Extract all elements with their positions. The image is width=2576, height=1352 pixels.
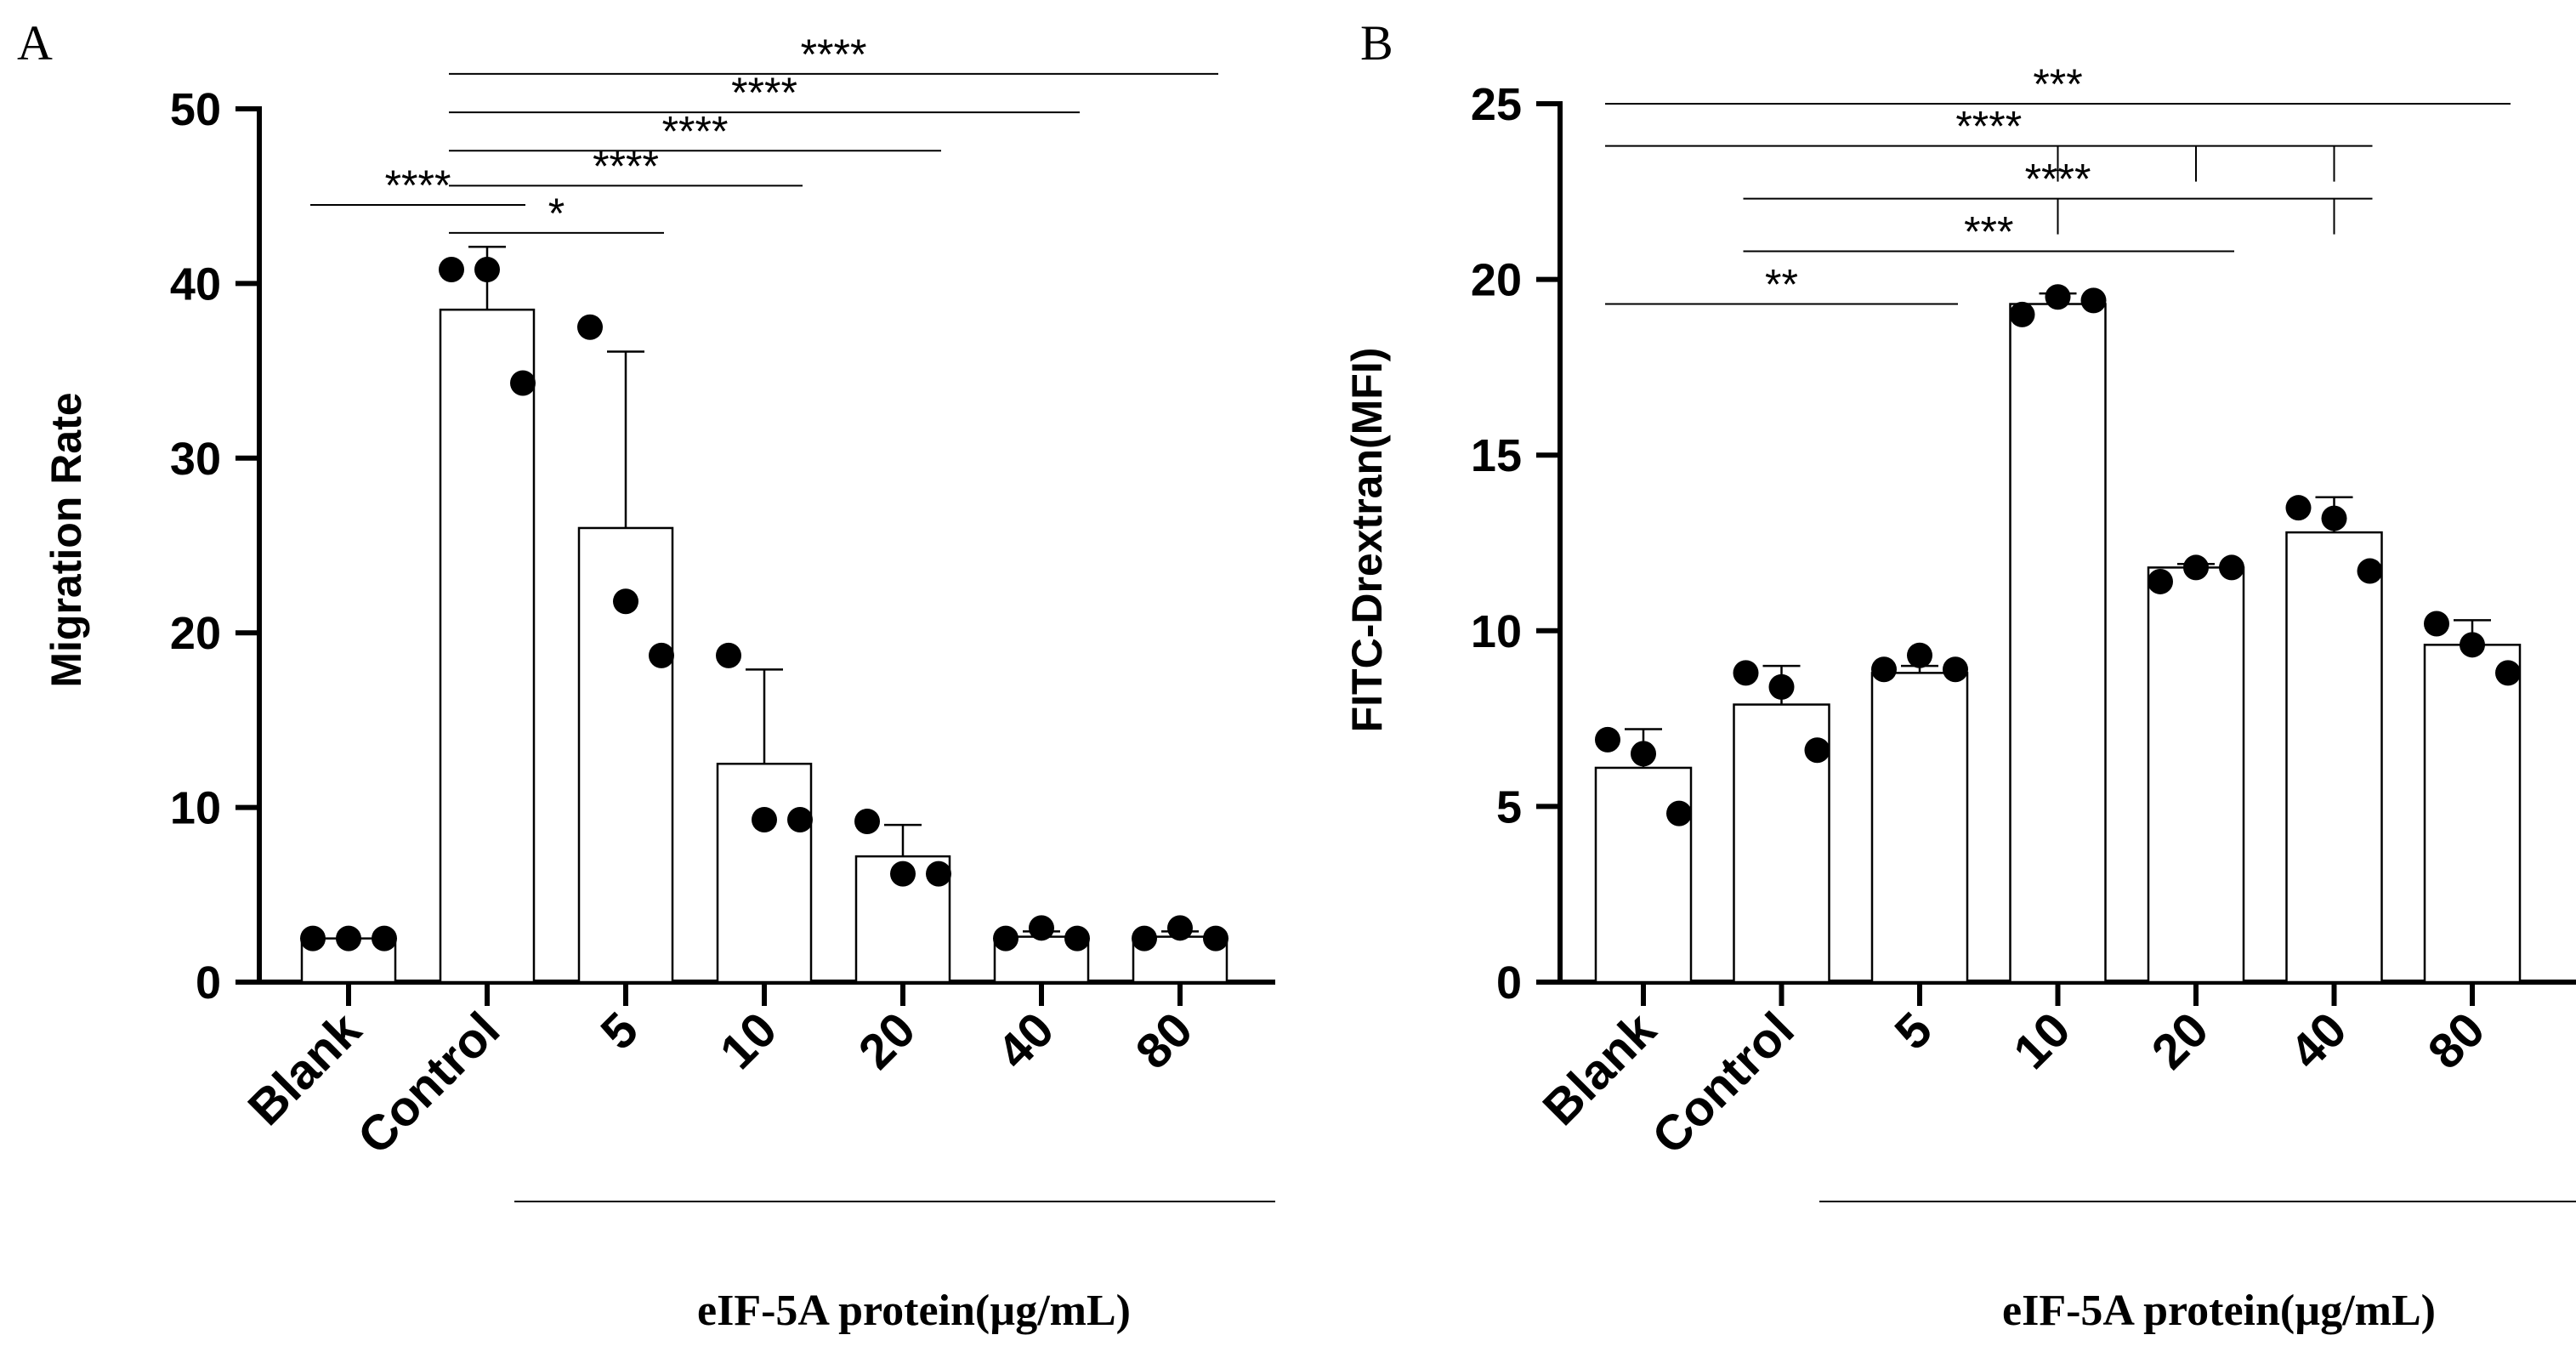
data-point bbox=[1768, 673, 1795, 700]
data-point bbox=[613, 588, 638, 615]
significance-label: ** bbox=[1765, 261, 1798, 309]
x-tick-label: Blank bbox=[1533, 1002, 1667, 1136]
data-point bbox=[1595, 726, 1620, 753]
y-tick-label: 20 bbox=[1471, 255, 1522, 306]
y-axis-title: Migration Rate bbox=[43, 392, 90, 687]
y-tick-label: 30 bbox=[170, 434, 221, 485]
data-point bbox=[439, 256, 464, 282]
y-tick-label: 10 bbox=[170, 783, 221, 834]
significance-label: **** bbox=[385, 162, 451, 209]
data-point bbox=[1943, 656, 1968, 683]
significance-label: * bbox=[548, 190, 565, 237]
x-tick-label: 80 bbox=[2418, 1002, 2496, 1080]
data-point bbox=[1203, 925, 1228, 952]
significance-label: **** bbox=[662, 107, 729, 155]
data-point bbox=[752, 806, 777, 832]
data-point bbox=[577, 314, 603, 340]
data-point bbox=[1029, 915, 1054, 941]
x-tick-label: 40 bbox=[2279, 1002, 2358, 1080]
x-tick-label: Control bbox=[347, 1002, 510, 1165]
y-axis-title: FITC-Drextran(MFI) bbox=[1343, 348, 1391, 733]
y-tick-label: 25 bbox=[1471, 79, 1522, 130]
panel-a: A Migration Rate eIF-5A protein(µg/mL) 0… bbox=[17, 15, 1275, 1335]
significance-label: **** bbox=[1955, 103, 2022, 151]
significance-label: **** bbox=[731, 69, 797, 116]
panel-b: B FITC-Drextran(MFI) eIF-5A protein(µg/m… bbox=[1343, 15, 2576, 1335]
data-point bbox=[926, 861, 951, 887]
data-point bbox=[336, 925, 361, 952]
y-tick-label: 20 bbox=[170, 608, 221, 659]
y-tick-label: 40 bbox=[170, 258, 221, 310]
data-point bbox=[2009, 301, 2035, 327]
data-point bbox=[2148, 568, 2173, 594]
data-point bbox=[993, 925, 1018, 952]
data-point bbox=[1804, 737, 1830, 764]
bar bbox=[716, 763, 813, 984]
data-point bbox=[1907, 642, 1932, 668]
significance-label: **** bbox=[801, 31, 867, 78]
data-point bbox=[2183, 554, 2209, 581]
bar bbox=[2147, 566, 2245, 984]
y-tick-label: 5 bbox=[1496, 781, 1522, 832]
data-point bbox=[716, 642, 741, 668]
significance-label: *** bbox=[2033, 60, 2082, 108]
data-point bbox=[1167, 915, 1193, 941]
y-tick-label: 50 bbox=[170, 84, 221, 135]
significance-label: **** bbox=[593, 142, 659, 190]
data-point bbox=[1064, 925, 1090, 952]
x-tick-label: 20 bbox=[848, 1002, 927, 1080]
data-point bbox=[1666, 800, 1692, 827]
y-tick-label: 0 bbox=[1496, 957, 1522, 1008]
data-point bbox=[2424, 611, 2449, 637]
x-tick-label: Blank bbox=[238, 1002, 372, 1136]
panel-letter: A bbox=[17, 15, 53, 71]
data-point bbox=[300, 925, 326, 952]
x-tick-label: 40 bbox=[987, 1002, 1065, 1080]
data-point bbox=[2460, 632, 2485, 658]
data-point bbox=[2219, 554, 2244, 581]
data-point bbox=[2321, 505, 2347, 531]
x-tick-label: Control bbox=[1642, 1002, 1805, 1165]
data-point bbox=[854, 809, 880, 835]
data-point bbox=[787, 806, 813, 832]
bar bbox=[2423, 644, 2522, 984]
data-point bbox=[372, 925, 397, 952]
data-point bbox=[510, 370, 536, 396]
bar bbox=[439, 308, 536, 984]
bar bbox=[1870, 672, 1969, 984]
data-point bbox=[2045, 284, 2071, 310]
significance-label: *** bbox=[1964, 208, 2013, 256]
data-point bbox=[649, 642, 674, 668]
y-tick-label: 10 bbox=[1471, 606, 1522, 657]
panel-letter: B bbox=[1360, 15, 1393, 71]
x-tick-label: 10 bbox=[2003, 1002, 2081, 1080]
data-point bbox=[474, 256, 500, 282]
y-tick-label: 15 bbox=[1471, 430, 1522, 481]
data-point bbox=[890, 861, 916, 887]
data-point bbox=[1631, 741, 1656, 767]
data-point bbox=[1132, 925, 1157, 952]
data-point bbox=[2285, 495, 2312, 521]
x-tick-label: 5 bbox=[1884, 1002, 1943, 1060]
x-tick-label: 5 bbox=[590, 1002, 649, 1060]
x-group-label: eIF-5A protein(µg/mL) bbox=[697, 1287, 1131, 1335]
bar bbox=[2285, 531, 2383, 984]
bar bbox=[1594, 766, 1693, 984]
x-group-label: eIF-5A protein(µg/mL) bbox=[2002, 1287, 2436, 1335]
data-point bbox=[2495, 660, 2521, 686]
data-point bbox=[2080, 287, 2107, 314]
data-point bbox=[2357, 558, 2383, 584]
x-tick-label: 10 bbox=[710, 1002, 788, 1080]
x-tick-label: 20 bbox=[2142, 1002, 2220, 1080]
y-tick-label: 0 bbox=[196, 957, 221, 1008]
x-tick-label: 80 bbox=[1126, 1002, 1204, 1080]
bar bbox=[2009, 303, 2107, 984]
data-point bbox=[1871, 656, 1897, 683]
data-point bbox=[1733, 660, 1759, 686]
